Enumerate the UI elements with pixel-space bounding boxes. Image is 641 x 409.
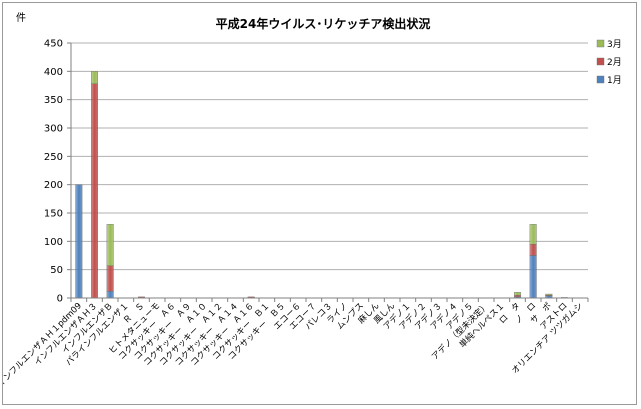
legend-label: 1月 [607,75,622,86]
bar-segment [529,255,537,299]
y-tick-label: 100 [44,237,63,248]
bar-segment [75,184,83,299]
y-tick-label: 200 [44,180,63,191]
y-tick-label: 300 [44,124,63,135]
chart-title: 平成24年ウイルス･リケッチア検出状況 [216,16,431,31]
y-tick-label: 400 [44,67,63,78]
y-tick-label: 50 [50,265,63,276]
gridlines [71,42,588,271]
legend-swatch [596,39,605,48]
bar-segment [91,71,98,85]
bar-segment [514,292,521,296]
chart-frame: 平成24年ウイルス･リケッチア検出状況 件 0 50 100 150 200 250 300… [2,2,637,405]
bar-segment [106,265,114,292]
axes [67,42,589,302]
legend-swatch [596,75,605,84]
stacked-bar-chart: 平成24年ウイルス･リケッチア検出状況 件 0 50 100 150 200 250 300… [3,12,622,389]
x-tick-labels: インフルエンザＡＨ１pdm09インフルエンザＡＨ３インフルエンザＢパラインフルエ… [3,300,585,389]
bar-segment [514,294,521,298]
y-tick-label: 350 [44,95,63,106]
legend-label: 2月 [607,57,622,68]
legend-swatch [596,57,605,66]
bar-segment [106,224,114,266]
y-tick-label: 150 [44,209,63,220]
y-axis-unit-label: 件 [16,12,26,24]
bar-segment [91,83,98,299]
legend: 3月 2月 1月 [596,39,622,86]
y-tick-label: 0 [57,294,63,305]
y-tick-label: 450 [44,39,63,50]
bar-segment [106,291,114,299]
bar-segment [545,293,553,296]
bar-segment [529,243,537,256]
y-tick-labels: 0 50 100 150 200 250 300 350 400 450 [44,39,63,305]
bar-segment [529,224,537,245]
legend-label: 3月 [607,39,622,50]
y-tick-label: 250 [44,152,63,163]
